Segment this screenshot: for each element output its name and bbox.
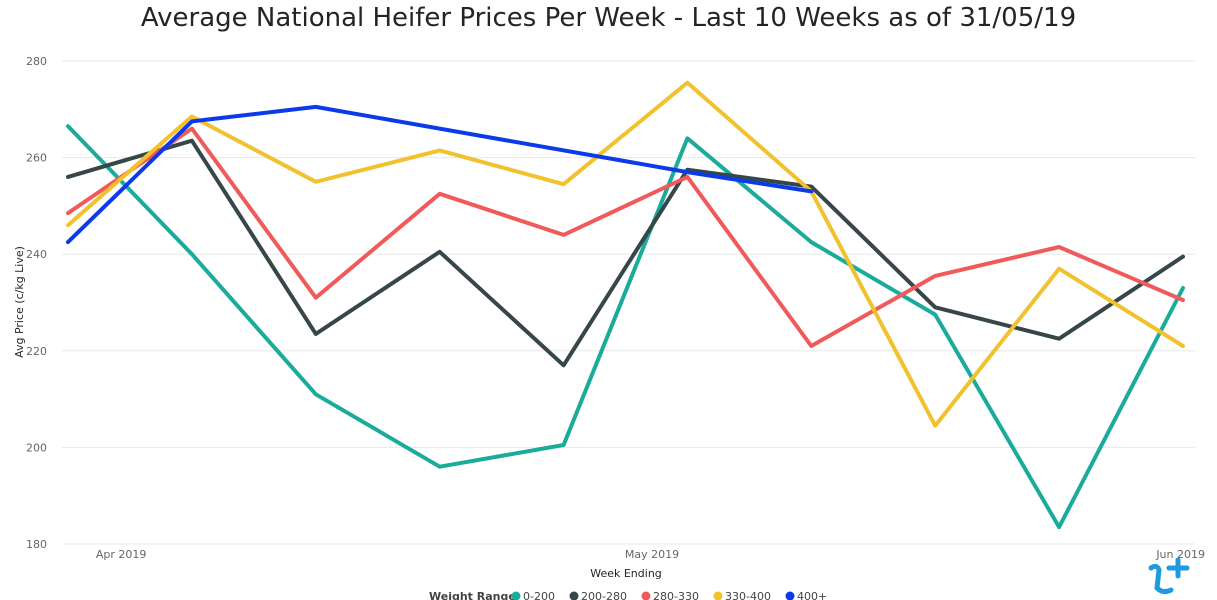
chart-title: Average National Heifer Prices Per Week … (140, 3, 1077, 33)
legend-item-label[interactable]: 0-200 (523, 590, 555, 600)
brand-logo (1148, 557, 1190, 595)
x-tick-label: Jun 2019 (1155, 548, 1205, 561)
legend-title: Weight Range (429, 590, 516, 600)
y-axis: 180 200 220 240 260 280 (26, 55, 47, 551)
x-tick-label: Apr 2019 (96, 548, 147, 561)
legend-marker (511, 591, 521, 600)
legend-item-label[interactable]: 200-280 (581, 590, 627, 600)
series-line-200-280[interactable] (66, 138, 1185, 368)
legend-item-label[interactable]: 400+ (797, 590, 827, 600)
y-tick-label: 260 (26, 152, 47, 165)
y-tick-label: 180 (26, 538, 47, 551)
y-axis-title: Avg Price (c/kg Live) (13, 246, 26, 358)
series-lines (66, 80, 1185, 530)
legend-item-label[interactable]: 330-400 (725, 590, 771, 600)
y-tick-label: 200 (26, 441, 47, 454)
legend-marker (713, 591, 723, 600)
y-tick-label: 220 (26, 345, 47, 358)
legend-item-label[interactable]: 280-330 (653, 590, 699, 600)
x-axis: Apr 2019 May 2019 Jun 2019 (96, 548, 1205, 561)
x-axis-title: Week Ending (590, 567, 662, 580)
logo-plus-stroke (1166, 557, 1190, 579)
legend-marker (569, 591, 579, 600)
y-tick-label: 280 (26, 55, 47, 68)
logo-t-stroke (1148, 563, 1174, 595)
x-tick-label: May 2019 (625, 548, 679, 561)
legend-marker (641, 591, 651, 600)
gridlines (62, 60, 1195, 545)
legend-marker (785, 591, 795, 600)
series-line-0-200[interactable] (66, 124, 1185, 530)
series-line-400plus[interactable] (66, 104, 814, 245)
legend: Weight Range 0-200 200-280 280-330 330-400 40… (429, 590, 827, 600)
series-line-330-400[interactable] (66, 80, 1185, 428)
y-tick-label: 240 (26, 248, 47, 261)
series-line-280-330[interactable] (66, 126, 1185, 348)
